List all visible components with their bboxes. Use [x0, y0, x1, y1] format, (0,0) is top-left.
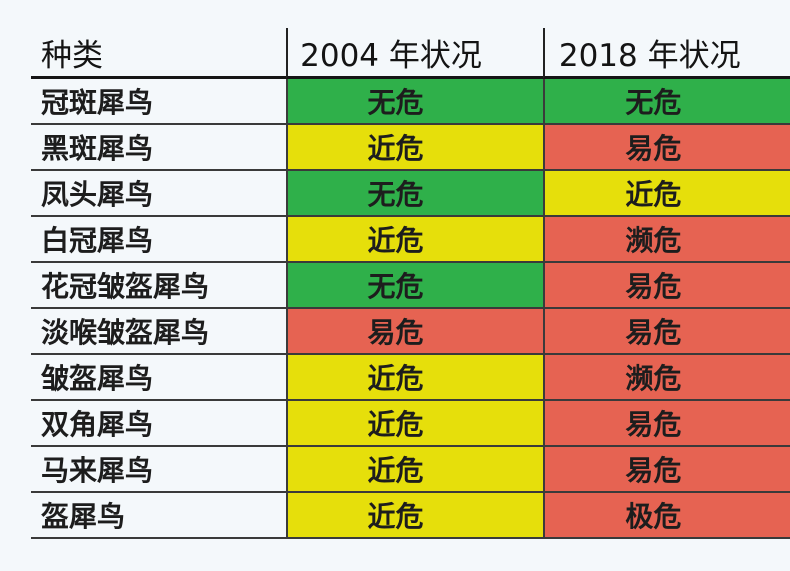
status-2004-cell: 近危: [286, 217, 543, 263]
status-2018-cell: 濒危: [542, 217, 790, 263]
status-2018-cell: 近危: [542, 171, 790, 217]
species-cell: 白冠犀鸟: [31, 217, 287, 263]
species-cell: 马来犀鸟: [31, 447, 287, 493]
status-2018-cell: 极危: [542, 493, 790, 539]
species-cell: 黑斑犀鸟: [31, 125, 287, 171]
table-row: 黑斑犀鸟 近危 易危: [31, 125, 790, 171]
table-row: 皱盔犀鸟 近危 濒危: [31, 355, 790, 401]
table-row: 盔犀鸟 近危 极危: [31, 493, 790, 539]
table-header-row: 种类 2004 年状况 2018 年状况: [31, 28, 790, 79]
status-2018-cell: 易危: [542, 309, 790, 355]
status-2004-cell: 无危: [286, 263, 543, 309]
column-header-2018: 2018 年状况: [542, 28, 790, 79]
table-row: 淡喉皱盔犀鸟 易危 易危: [31, 309, 790, 355]
status-2004-cell: 无危: [286, 171, 543, 217]
column-header-species: 种类: [31, 28, 287, 79]
status-2018-cell: 易危: [542, 447, 790, 493]
status-2004-cell: 近危: [286, 401, 543, 447]
species-cell: 盔犀鸟: [31, 493, 287, 539]
status-2004-cell: 近危: [286, 493, 543, 539]
species-cell: 花冠皱盔犀鸟: [31, 263, 287, 309]
species-cell: 凤头犀鸟: [31, 171, 287, 217]
status-2004-cell: 近危: [286, 125, 543, 171]
column-header-2004: 2004 年状况: [286, 28, 543, 79]
status-2004-cell: 近危: [286, 355, 543, 401]
table-body: 冠斑犀鸟 无危 无危 黑斑犀鸟 近危 易危 凤头犀鸟 无危 近危 白冠犀鸟 近危 濒危 花冠皱盔犀鸟 无危…: [31, 79, 790, 539]
status-2004-cell: 易危: [286, 309, 543, 355]
status-2018-cell: 易危: [542, 263, 790, 309]
species-cell: 淡喉皱盔犀鸟: [31, 309, 287, 355]
table-row: 冠斑犀鸟 无危 无危: [31, 79, 790, 125]
status-2018-cell: 濒危: [542, 355, 790, 401]
table-row: 花冠皱盔犀鸟 无危 易危: [31, 263, 790, 309]
species-cell: 双角犀鸟: [31, 401, 287, 447]
species-cell: 皱盔犀鸟: [31, 355, 287, 401]
status-2018-cell: 易危: [542, 401, 790, 447]
species-cell: 冠斑犀鸟: [31, 79, 287, 125]
status-2018-cell: 易危: [542, 125, 790, 171]
hornbill-status-table: 种类 2004 年状况 2018 年状况 冠斑犀鸟 无危 无危 黑斑犀鸟 近危 易危 凤头犀…: [31, 28, 790, 539]
table-row: 双角犀鸟 近危 易危: [31, 401, 790, 447]
status-2004-cell: 近危: [286, 447, 543, 493]
status-2004-cell: 无危: [286, 79, 543, 125]
table-row: 白冠犀鸟 近危 濒危: [31, 217, 790, 263]
table-row: 凤头犀鸟 无危 近危: [31, 171, 790, 217]
table-row: 马来犀鸟 近危 易危: [31, 447, 790, 493]
status-2018-cell: 无危: [542, 79, 790, 125]
